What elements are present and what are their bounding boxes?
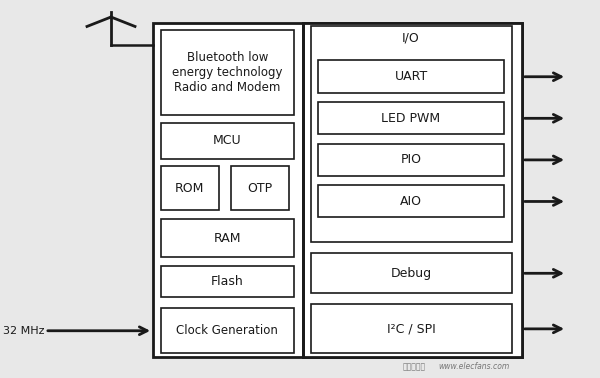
Bar	[161, 219, 294, 257]
Bar	[153, 23, 522, 357]
Text: 电子发烧友: 电子发烧友	[403, 362, 425, 371]
Bar	[161, 30, 294, 115]
Text: RAM: RAM	[214, 232, 241, 245]
Bar	[161, 123, 294, 159]
Text: 32 MHz: 32 MHz	[3, 326, 44, 336]
Bar	[311, 26, 512, 242]
Bar	[303, 23, 522, 357]
Bar	[311, 253, 512, 293]
Bar	[231, 166, 289, 210]
Bar	[318, 60, 504, 93]
Bar	[318, 102, 504, 134]
Bar	[318, 144, 504, 176]
Bar	[311, 304, 512, 353]
Text: AIO: AIO	[400, 195, 422, 208]
Text: UART: UART	[394, 70, 428, 83]
Text: ROM: ROM	[175, 181, 205, 195]
Text: Bluetooth low
energy technology
Radio and Modem: Bluetooth low energy technology Radio an…	[172, 51, 283, 94]
Text: I/O: I/O	[402, 31, 420, 44]
Text: Clock Generation: Clock Generation	[176, 324, 278, 337]
Bar	[318, 185, 504, 217]
Text: www.elecfans.com: www.elecfans.com	[439, 362, 509, 371]
Text: I²C / SPI: I²C / SPI	[387, 322, 436, 335]
Bar	[161, 166, 219, 210]
Text: LED PWM: LED PWM	[382, 112, 440, 125]
Text: MCU: MCU	[213, 134, 242, 147]
Text: OTP: OTP	[248, 181, 272, 195]
Text: Flash: Flash	[211, 276, 244, 288]
Text: Debug: Debug	[391, 266, 432, 280]
Text: PIO: PIO	[401, 153, 422, 166]
Bar	[161, 308, 294, 353]
Bar	[161, 266, 294, 297]
